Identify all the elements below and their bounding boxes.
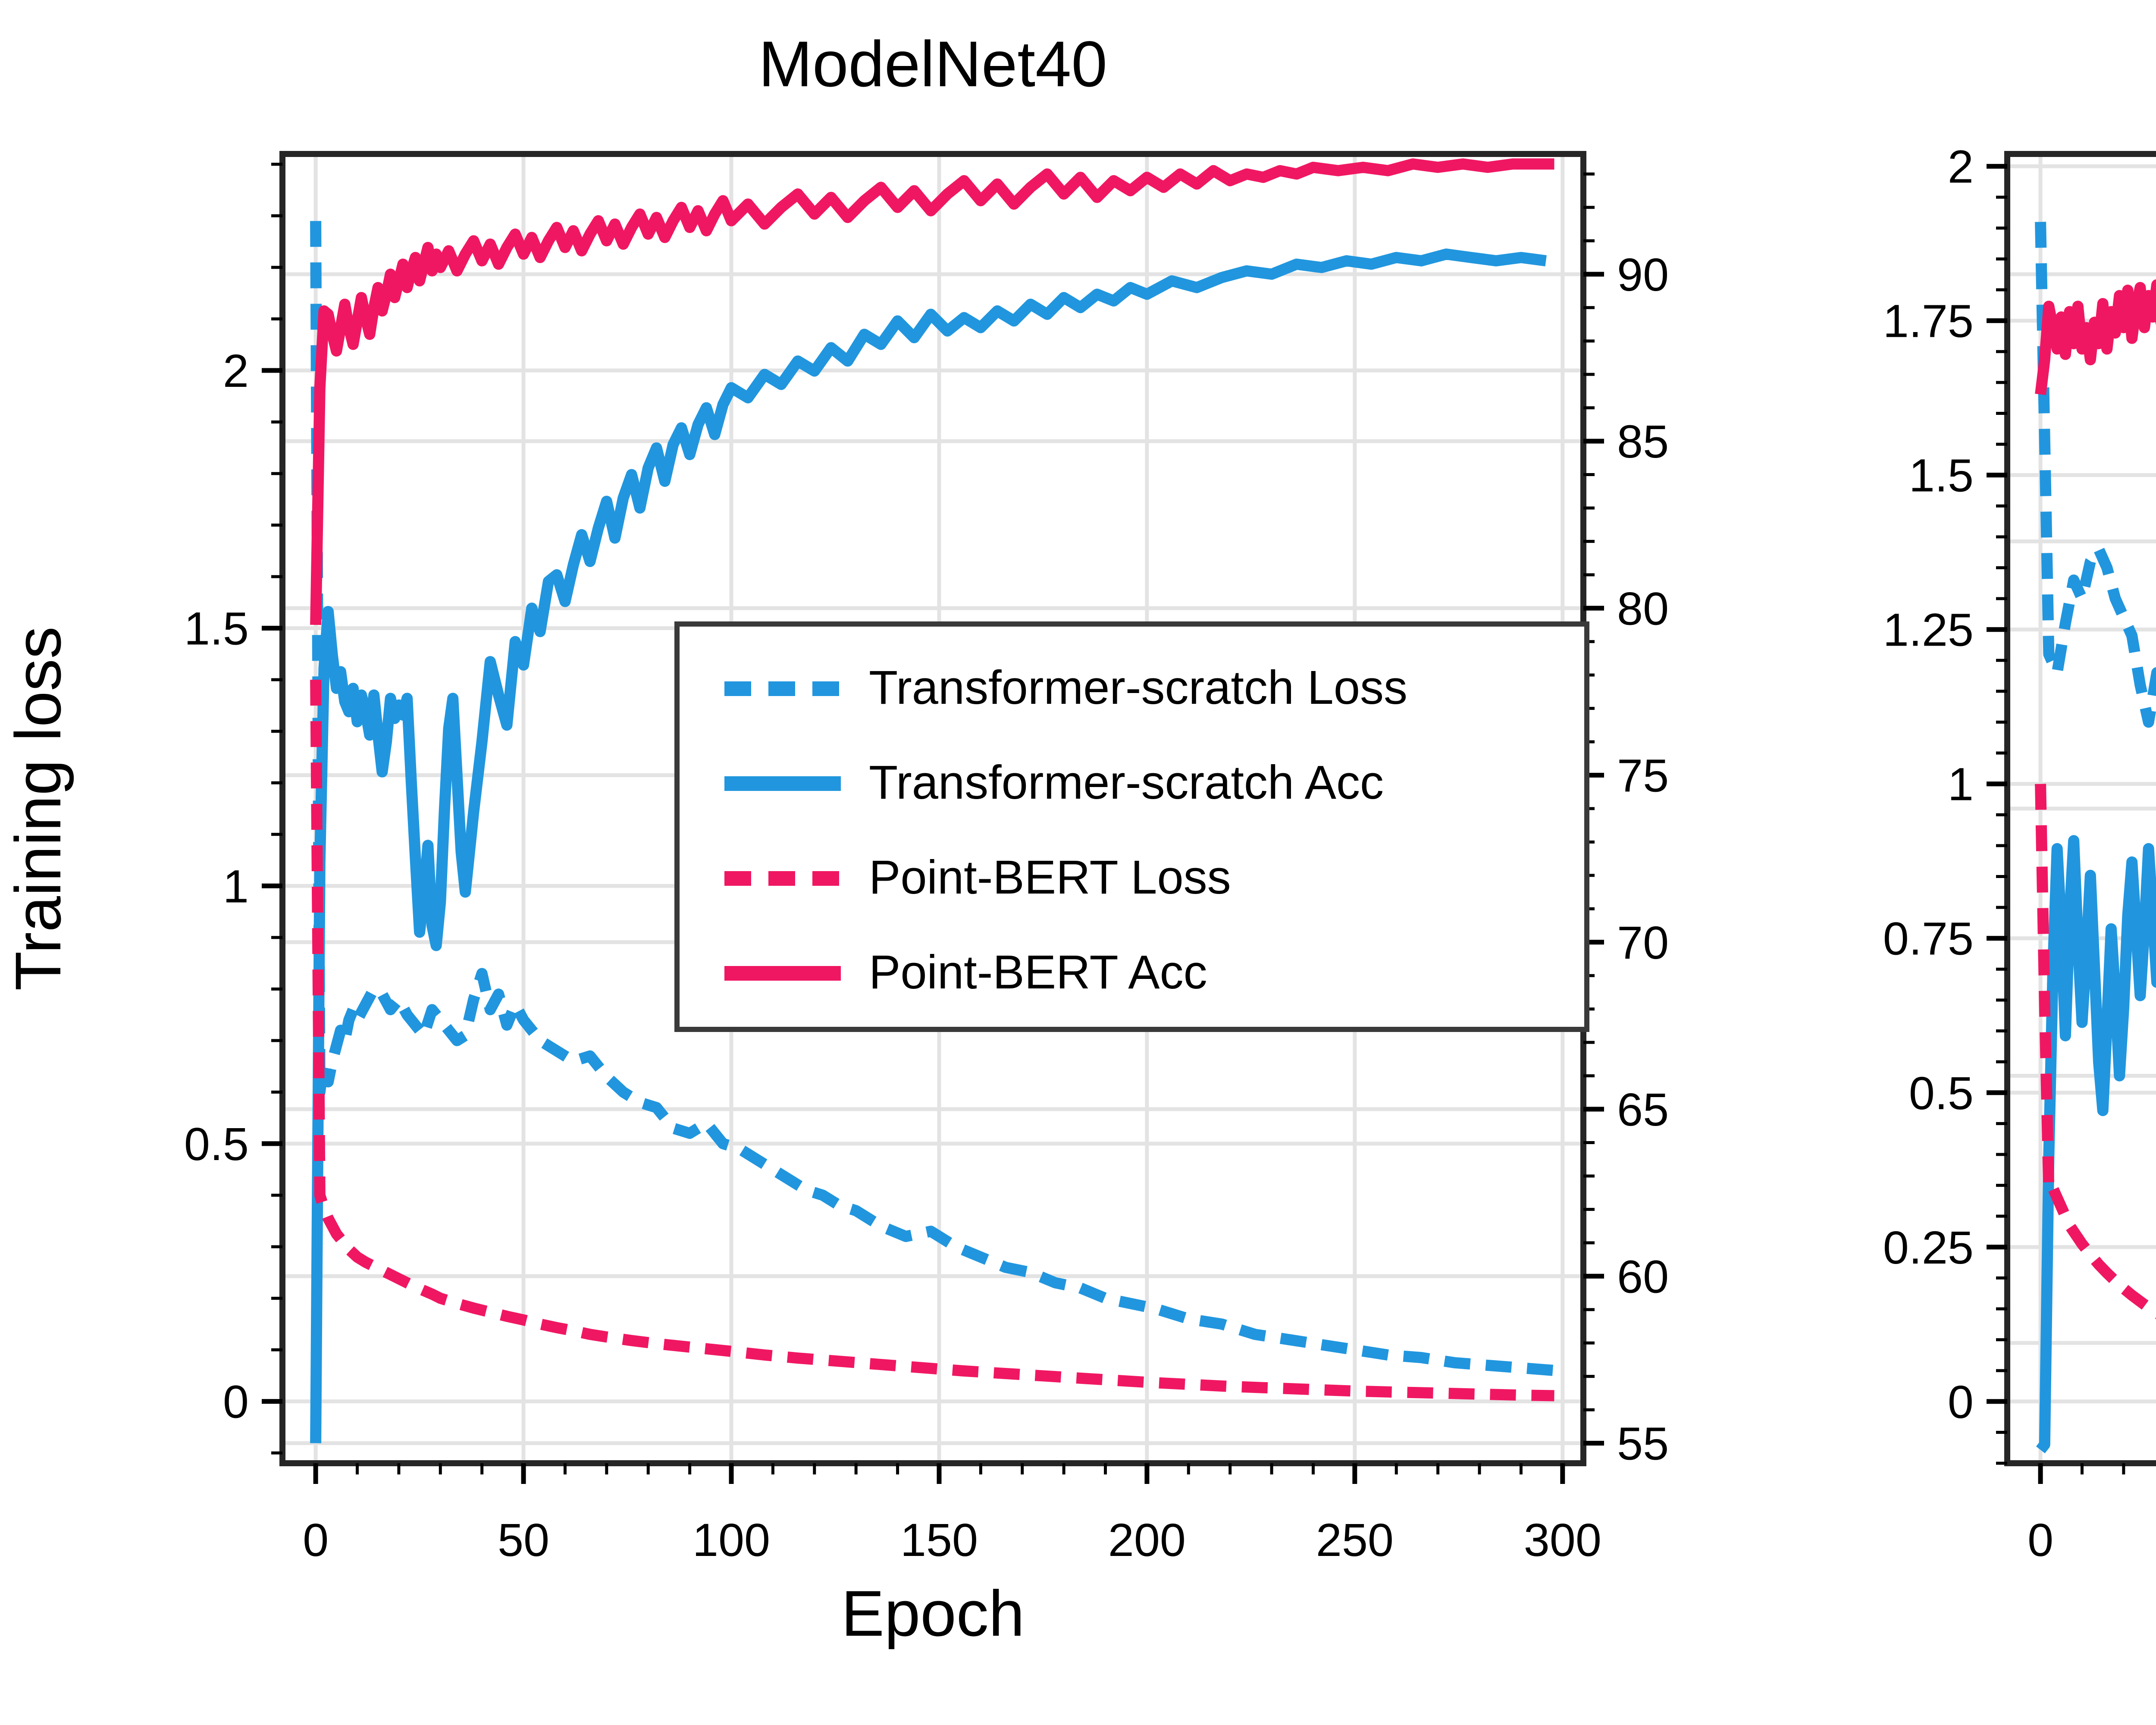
chart-svg-scanobjectnn: 05010015020025030000.250.50.7511.251.51.… — [1883, 141, 2156, 1566]
legend-label: Transformer-scratch Acc — [869, 756, 1384, 809]
y2-tick-label: 65 — [1617, 1083, 1669, 1135]
x-tick-label: 0 — [2028, 1514, 2053, 1566]
y2-tick-label: 85 — [1617, 415, 1669, 467]
x-tick-label: 150 — [900, 1514, 978, 1566]
series-point-bert-loss — [310, 680, 1554, 1402]
y-tick-label: 2 — [223, 345, 249, 397]
x-tick-label: 300 — [1524, 1514, 1601, 1566]
axis-ticks: 0 50 100 150 200 250 300 0 0.5 1 1.5 2 55 60 65 70 75 80 8… — [184, 163, 1669, 1566]
y-tick-label: 0 — [1948, 1376, 1974, 1428]
y-tick-label: 0.25 — [1883, 1221, 1974, 1273]
series-transformer-scratch-loss — [2035, 222, 2156, 728]
y-tick-label: 1.5 — [1909, 449, 1974, 502]
x-tick-label: 0 — [303, 1514, 329, 1566]
x-axis-label: Epoch — [841, 1577, 1025, 1650]
series-transformer-scratch-acc — [310, 248, 1547, 1443]
x-tick-label: 200 — [1108, 1514, 1186, 1566]
y2-tick-label: 75 — [1617, 750, 1669, 802]
chart-panel-modelnet40: 0 50 100 150 200 250 300 0 0.5 1 1.5 2 55 60 65 70 75 80 8… — [2, 28, 1669, 1650]
y-tick-label: 1.75 — [1883, 295, 1974, 347]
y-tick-label: 1.5 — [184, 602, 249, 655]
y-tick-label: 0.5 — [1909, 1067, 1974, 1119]
x-tick-label: 250 — [1316, 1514, 1394, 1566]
chart-panel-scanobjectnn: 05010015020025030000.250.50.7511.251.51.… — [1725, 0, 2156, 1725]
y-tick-label: 0 — [223, 1376, 249, 1428]
plot-frame — [2004, 151, 2156, 1466]
data-series-group — [310, 158, 1555, 1443]
series-point-bert-acc — [2035, 279, 2156, 395]
y-tick-label: 1 — [1948, 758, 1974, 810]
axis-ticks: 05010015020025030000.250.50.7511.251.51.… — [1883, 141, 2125, 1566]
y2-tick-label: 55 — [1617, 1418, 1669, 1470]
chart-title: ModelNet40 — [758, 28, 1107, 100]
legend-label: Point-BERT Acc — [869, 946, 1207, 999]
y2-tick-label: 60 — [1617, 1250, 1669, 1302]
y2-tick-label: 90 — [1617, 248, 1669, 301]
chart-legend: Transformer-scratch Loss Transformer-scra… — [674, 621, 1589, 1032]
y2-tick-label: 80 — [1617, 582, 1669, 634]
y-tick-label: 0.75 — [1883, 913, 1974, 965]
y-tick-label: 1 — [223, 860, 249, 912]
y-tick-label: 2 — [1948, 141, 1974, 193]
series-transformer-scratch-acc — [2036, 835, 2156, 1454]
y-tick-label: 1.25 — [1883, 604, 1974, 656]
series-point-bert-loss — [2035, 784, 2156, 1319]
legend-label: Transformer-scratch Loss — [869, 661, 1407, 714]
y-tick-label: 0.5 — [184, 1118, 249, 1170]
y-axis-label: Training loss — [2, 627, 74, 991]
x-tick-label: 100 — [693, 1514, 770, 1566]
legend-label: Point-BERT Loss — [869, 851, 1231, 904]
x-tick-label: 50 — [498, 1514, 549, 1566]
chart-svg-modelnet40: 0 50 100 150 200 250 300 0 0.5 1 1.5 2 55 60 65 70 75 80 8… — [2, 28, 1669, 1650]
series-point-bert-acc — [310, 158, 1554, 625]
data-series-group — [2035, 222, 2156, 1454]
y2-tick-label: 70 — [1617, 916, 1669, 969]
